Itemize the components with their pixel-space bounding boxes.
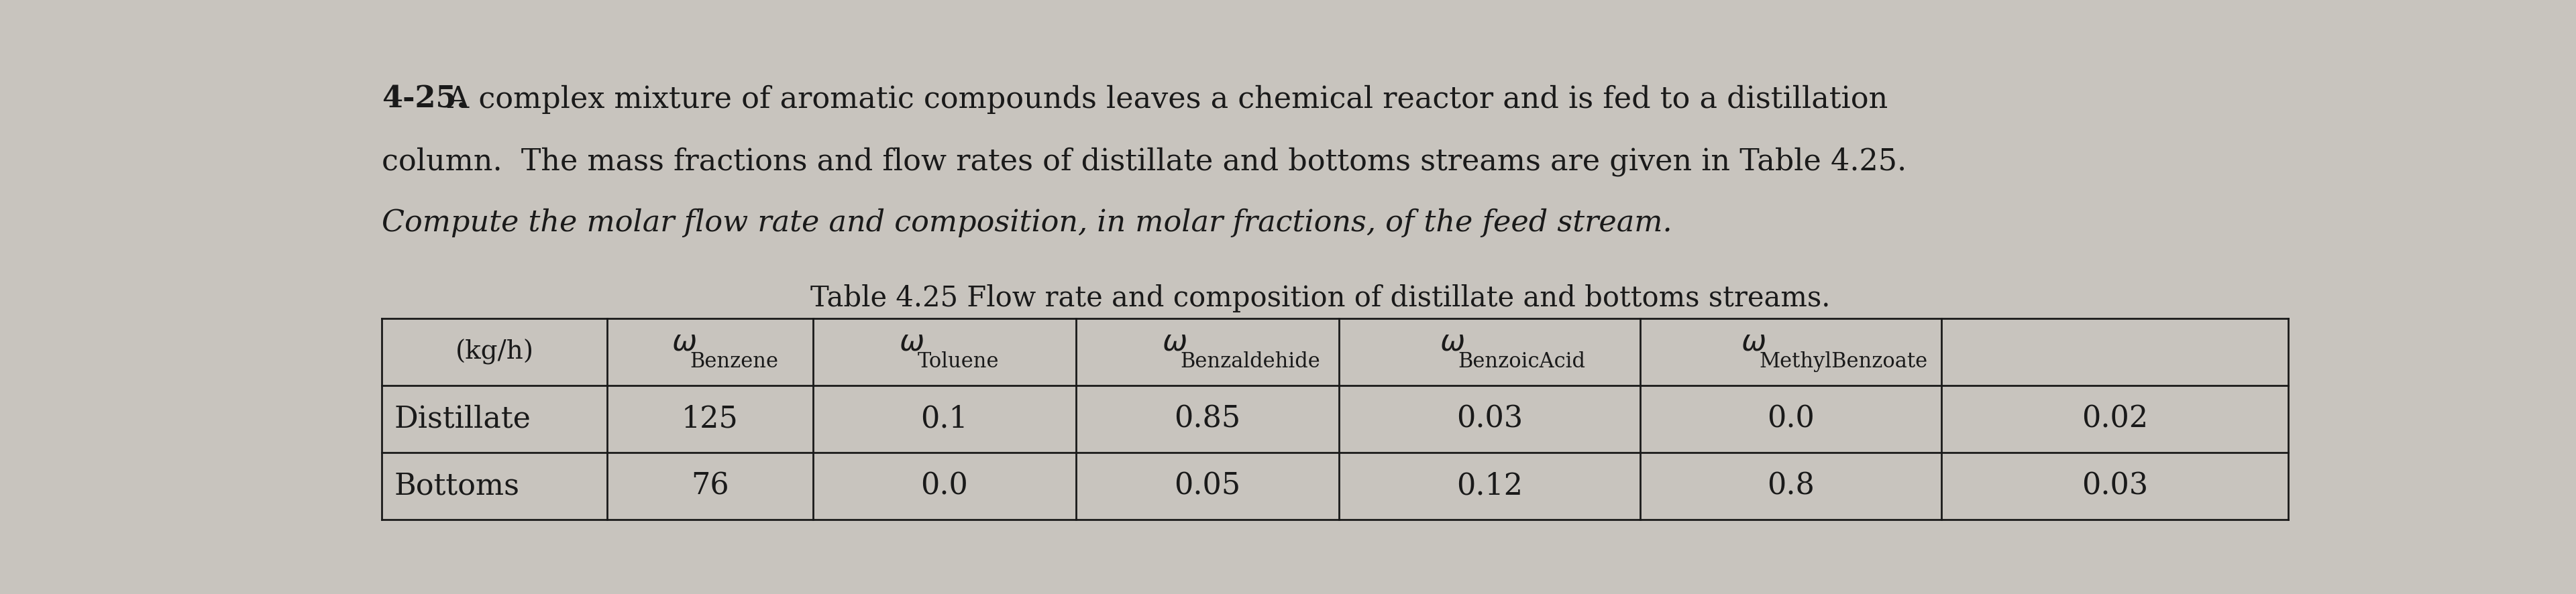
Text: Benzaldehide: Benzaldehide [1180,352,1321,372]
Text: 0.85: 0.85 [1175,405,1242,434]
Text: 125: 125 [683,405,739,434]
Text: A complex mixture of aromatic compounds leaves a chemical reactor and is fed to : A complex mixture of aromatic compounds … [438,85,1888,114]
Text: 0.05: 0.05 [1175,472,1242,500]
Text: $\omega$: $\omega$ [1440,327,1463,356]
Text: (kg/h): (kg/h) [456,339,533,365]
Text: 0.12: 0.12 [1455,472,1522,500]
Text: 76: 76 [690,472,729,500]
Text: $\omega$: $\omega$ [1162,327,1188,356]
Text: $\omega$: $\omega$ [899,327,925,356]
Text: 0.03: 0.03 [1455,405,1522,434]
Text: $\omega$: $\omega$ [672,327,696,356]
Text: Compute the molar flow rate and composition, in molar fractions, of the feed str: Compute the molar flow rate and composit… [381,208,1672,238]
Text: 0.0: 0.0 [1767,405,1814,434]
Text: Bottoms: Bottoms [394,472,520,500]
Text: 0.8: 0.8 [1767,472,1814,500]
Text: 0.02: 0.02 [2081,405,2148,434]
Text: 0.1: 0.1 [920,405,969,434]
Text: 0.03: 0.03 [2081,472,2148,500]
Text: Distillate: Distillate [394,405,531,434]
Text: 0.0: 0.0 [920,472,969,500]
Text: Benzene: Benzene [690,352,778,372]
Text: 4-25.: 4-25. [381,85,466,114]
Text: $\omega$: $\omega$ [1741,327,1765,356]
Text: MethylBenzoate: MethylBenzoate [1759,352,1927,372]
Text: column.  The mass fractions and flow rates of distillate and bottoms streams are: column. The mass fractions and flow rate… [381,147,1906,176]
Text: Table 4.25 Flow rate and composition of distillate and bottoms streams.: Table 4.25 Flow rate and composition of … [811,284,1829,312]
Text: BenzoicAcid: BenzoicAcid [1458,352,1584,372]
Text: Toluene: Toluene [917,352,999,372]
